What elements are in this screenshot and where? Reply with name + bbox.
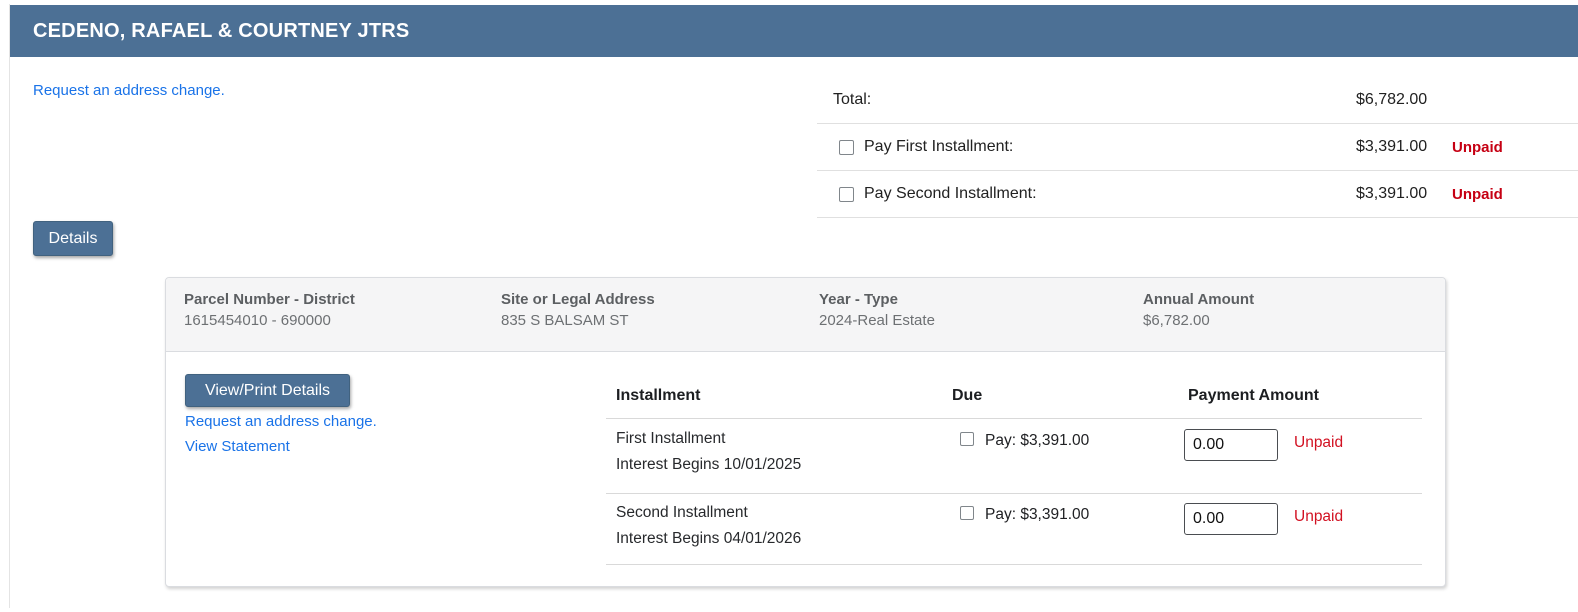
second-installment-pay-checkbox[interactable] xyxy=(960,506,974,520)
first-installment-status-badge: Unpaid xyxy=(1452,138,1503,156)
first-installment-amount: $3,391.00 xyxy=(1356,138,1428,155)
pay-first-installment-row: Pay First Installment: $3,391.00 Unpaid xyxy=(817,124,1578,171)
request-address-change-link-card[interactable]: Request an address change. xyxy=(185,413,377,430)
parcel-number-value: 1615454010 - 690000 xyxy=(184,312,331,329)
first-installment-payment-input[interactable] xyxy=(1184,429,1278,461)
pay-second-installment-row: Pay Second Installment: $3,391.00 Unpaid xyxy=(817,171,1578,218)
pay-first-installment-label: Pay First Installment: xyxy=(864,138,1014,155)
second-installment-due-amount: Pay: $3,391.00 xyxy=(985,506,1090,523)
installment-table: Installment Due Payment Amount First Ins… xyxy=(606,278,1422,588)
parcel-number-column: Parcel Number - District 1615454010 - 69… xyxy=(184,278,355,329)
second-installment-interest-date: Interest Begins 04/01/2026 xyxy=(616,530,802,547)
annual-amount-label: Annual Amount xyxy=(1143,291,1255,308)
request-address-change-link[interactable]: Request an address change. xyxy=(33,82,225,99)
second-installment-status-badge: Unpaid xyxy=(1452,185,1503,203)
second-installment-name: Second Installment xyxy=(616,504,748,521)
second-installment-row-status: Unpaid xyxy=(1294,508,1344,525)
due-column-header: Due xyxy=(952,387,983,404)
payment-amount-column-header: Payment Amount xyxy=(1188,387,1319,404)
year-type-label: Year - Type xyxy=(819,291,898,308)
view-statement-link[interactable]: View Statement xyxy=(185,438,290,455)
first-installment-interest-date: Interest Begins 10/01/2025 xyxy=(616,456,802,473)
total-label: Total: xyxy=(833,91,872,108)
page-left-border xyxy=(9,4,10,608)
parcel-number-label: Parcel Number - District xyxy=(184,291,355,308)
total-row: Total: $6,782.00 xyxy=(817,77,1578,124)
view-print-details-button[interactable]: View/Print Details xyxy=(185,374,350,407)
pay-second-installment-label: Pay Second Installment: xyxy=(864,185,1037,202)
site-address-column: Site or Legal Address 835 S BALSAM ST xyxy=(501,278,655,329)
site-address-value: 835 S BALSAM ST xyxy=(501,312,629,329)
table-row-divider xyxy=(606,493,1422,494)
account-owner-title: CEDENO, RAFAEL & COURTNEY JTRS xyxy=(33,19,410,42)
first-installment-row-status: Unpaid xyxy=(1294,434,1344,451)
year-type-column: Year - Type 2024-Real Estate xyxy=(819,278,935,329)
parcel-details-card: Parcel Number - District 1615454010 - 69… xyxy=(165,277,1446,587)
annual-amount-column: Annual Amount $6,782.00 xyxy=(1143,278,1254,329)
first-installment-due-amount: Pay: $3,391.00 xyxy=(985,432,1090,449)
payment-summary-panel: Total: $6,782.00 Pay First Installment: … xyxy=(817,77,1578,218)
second-installment-amount: $3,391.00 xyxy=(1356,185,1428,202)
table-header-divider xyxy=(606,418,1422,419)
first-installment-name: First Installment xyxy=(616,430,726,447)
pay-first-installment-checkbox[interactable] xyxy=(839,139,854,155)
parcel-summary-header: Parcel Number - District 1615454010 - 69… xyxy=(166,278,1445,352)
year-type-value: 2024-Real Estate xyxy=(819,312,935,329)
pay-second-installment-checkbox[interactable] xyxy=(839,186,854,202)
total-amount: $6,782.00 xyxy=(1356,91,1428,108)
annual-amount-value: $6,782.00 xyxy=(1143,312,1210,329)
card-links: Request an address change. View Statemen… xyxy=(185,413,377,455)
installment-column-header: Installment xyxy=(616,387,701,404)
second-installment-payment-input[interactable] xyxy=(1184,503,1278,535)
site-address-label: Site or Legal Address xyxy=(501,291,655,308)
account-header-bar: CEDENO, RAFAEL & COURTNEY JTRS xyxy=(10,5,1578,57)
first-installment-pay-checkbox[interactable] xyxy=(960,432,974,446)
details-button[interactable]: Details xyxy=(33,221,113,256)
table-bottom-divider xyxy=(606,564,1422,565)
